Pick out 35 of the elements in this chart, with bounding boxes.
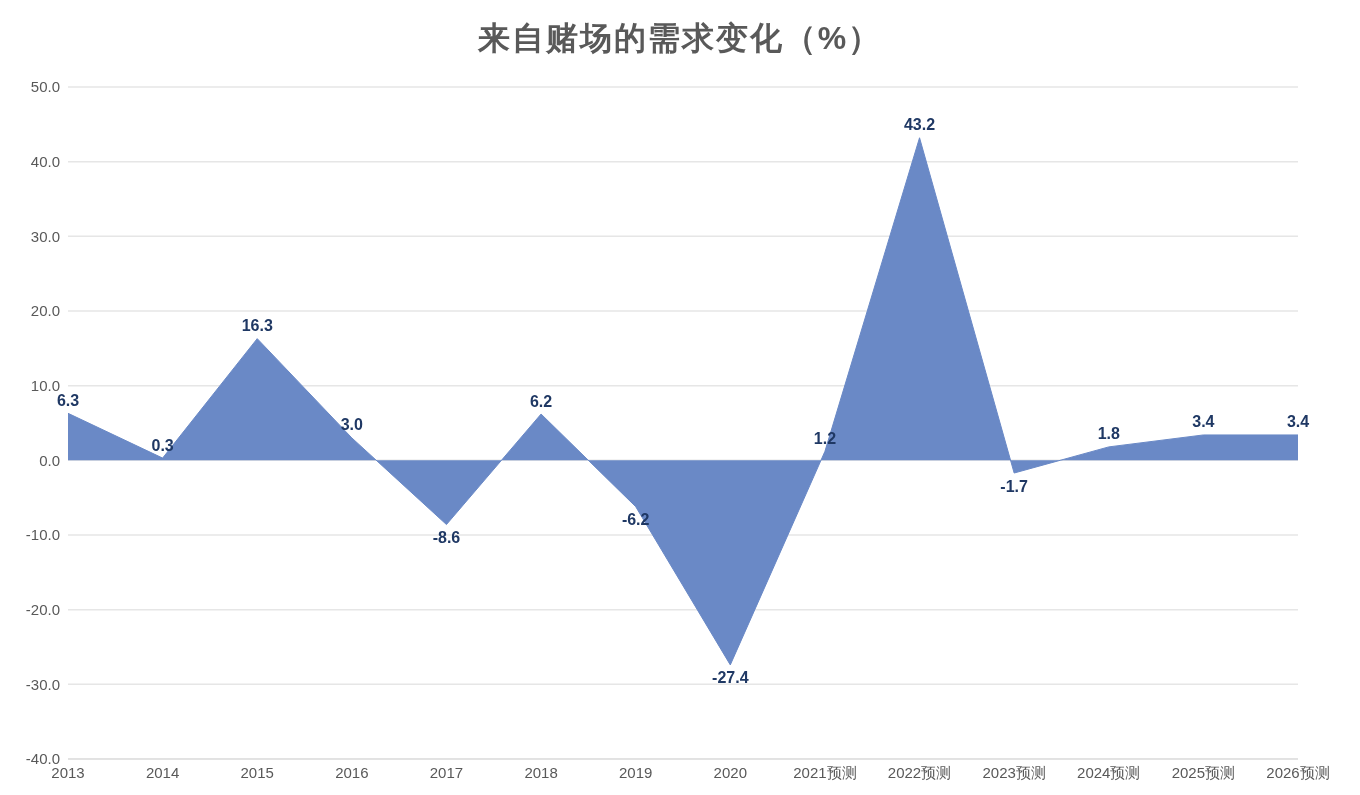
x-tick-label: 2025预测	[1171, 763, 1236, 781]
x-tick-label: 2021预测	[793, 763, 857, 781]
x-tick-label: 2016	[335, 763, 369, 781]
x-tick-label: 2020	[713, 763, 747, 781]
chart-title: 来自赌场的需求变化（%）	[476, 19, 884, 58]
data-label: 3.4	[1192, 413, 1215, 431]
x-tick-label: 2018	[524, 763, 558, 781]
x-tick-label: 2022预测	[887, 763, 952, 781]
data-label: 43.2	[903, 116, 936, 134]
data-label: 6.3	[56, 391, 80, 409]
data-label: 16.3	[241, 317, 273, 335]
y-tick-label: 50.0	[30, 78, 60, 96]
data-label: 3.0	[340, 416, 364, 434]
y-tick-label: -30.0	[25, 675, 60, 693]
data-label: -1.7	[1000, 477, 1029, 495]
data-label: -8.6	[432, 529, 461, 547]
y-tick-label: 30.0	[30, 227, 60, 245]
x-tick-label: 2014	[145, 763, 180, 781]
y-tick-label: 0.0	[39, 451, 60, 469]
y-tick-label: -20.0	[25, 600, 60, 618]
data-label: 6.2	[529, 392, 553, 410]
data-label: 3.4	[1286, 413, 1310, 431]
x-tick-label: 2015	[240, 763, 274, 781]
x-tick-label: 2023预测	[982, 763, 1046, 781]
x-tick-label: 2019	[619, 763, 653, 781]
x-tick-label: 2024预测	[1077, 763, 1141, 781]
y-tick-label: 40.0	[30, 152, 60, 170]
data-label: 0.3	[151, 436, 174, 454]
y-tick-label: 20.0	[30, 302, 60, 320]
y-tick-label: 10.0	[30, 376, 60, 394]
data-label: 1.8	[1097, 425, 1120, 443]
y-tick-label: -10.0	[25, 526, 60, 544]
x-tick-label: 2017	[429, 763, 464, 781]
x-tick-label: 2026预测	[1266, 763, 1330, 781]
data-label: -27.4	[712, 669, 749, 687]
